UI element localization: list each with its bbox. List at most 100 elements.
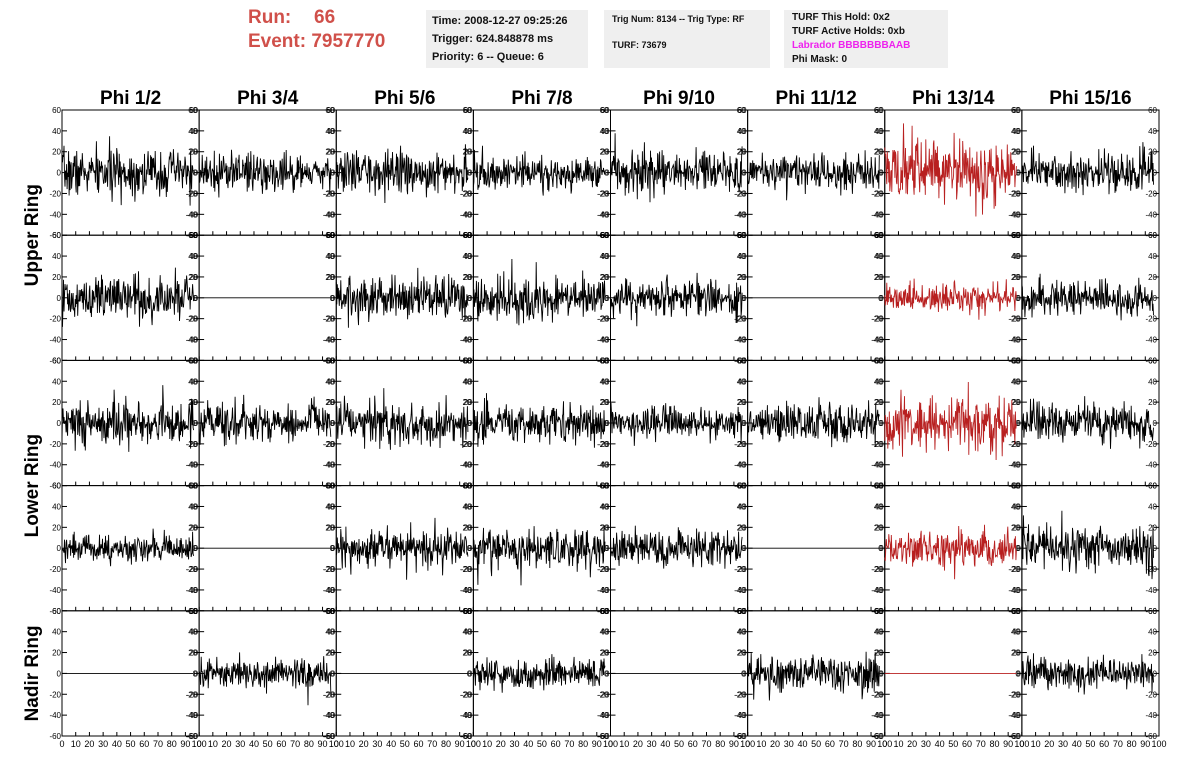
- x-tick-label: 30: [510, 739, 520, 749]
- y-tick-label: -60: [49, 482, 61, 491]
- y-tick-label: 0: [1016, 169, 1021, 178]
- y-tick-label: -60: [49, 607, 61, 616]
- y-tick-label: -20: [1008, 690, 1020, 699]
- x-tick-label: 10: [208, 739, 218, 749]
- waveform-trace: [610, 402, 743, 446]
- x-tick-label: 100: [603, 739, 618, 749]
- y-tick-label: 40: [462, 377, 471, 386]
- y-tick-label: -40: [187, 210, 199, 219]
- y-tick-label: 40: [875, 502, 884, 511]
- x-tick-label: 80: [989, 739, 999, 749]
- y-tick-label: 0: [1153, 294, 1158, 303]
- y-tick-label: 20: [601, 398, 610, 407]
- column-title: Phi 13/14: [912, 88, 995, 109]
- y-tick-label: -20: [324, 565, 336, 574]
- y-tick-label: 20: [462, 523, 471, 532]
- y-tick-label: 0: [605, 294, 610, 303]
- y-tick-label: -40: [735, 586, 747, 595]
- y-tick-label: -20: [461, 690, 473, 699]
- y-tick-label: 40: [738, 377, 747, 386]
- y-tick-label: -40: [324, 586, 336, 595]
- y-tick-label: 0: [878, 419, 883, 428]
- y-tick-label: -20: [1008, 189, 1020, 198]
- y-tick-label: 20: [874, 649, 883, 658]
- y-tick-label: -20: [460, 315, 472, 324]
- y-tick-label: 0: [741, 419, 746, 428]
- y-tick-label: 20: [600, 398, 609, 407]
- y-tick-label: -40: [187, 336, 199, 345]
- y-tick-label: -40: [1145, 336, 1157, 345]
- y-tick-label: 40: [875, 127, 884, 136]
- time-text: Time: 2008-12-27 09:25:26: [432, 15, 568, 27]
- y-tick-label: 20: [189, 649, 198, 658]
- x-tick-label: 90: [866, 739, 876, 749]
- y-tick-label: -60: [186, 231, 198, 240]
- y-tick-label: -60: [872, 607, 884, 616]
- x-tick-label: 60: [825, 739, 835, 749]
- y-tick-label: 40: [601, 628, 610, 637]
- y-tick-label: 0: [604, 419, 609, 428]
- y-tick-label: -40: [323, 210, 335, 219]
- x-tick-label: 0: [59, 739, 64, 749]
- y-tick-label: 0: [467, 544, 472, 553]
- y-tick-label: 60: [189, 607, 198, 616]
- x-tick-label: 10: [893, 739, 903, 749]
- y-tick-label: 0: [330, 669, 335, 678]
- y-tick-label: 20: [600, 273, 609, 282]
- waveform-trace: [747, 651, 880, 701]
- y-tick-label: -20: [323, 440, 335, 449]
- y-tick-label: -40: [1145, 586, 1157, 595]
- x-tick-label: 10: [1031, 739, 1041, 749]
- y-tick-label: -60: [324, 231, 336, 240]
- y-tick-label: -40: [598, 336, 610, 345]
- y-tick-label: -60: [186, 732, 198, 741]
- y-tick-label: 0: [1153, 419, 1158, 428]
- x-tick-label: 80: [715, 739, 725, 749]
- y-tick-label: 60: [738, 607, 747, 616]
- y-tick-label: 60: [188, 106, 197, 115]
- y-tick-label: 60: [326, 607, 335, 616]
- y-tick-label: -20: [597, 565, 609, 574]
- y-tick-label: 20: [737, 398, 746, 407]
- y-tick-label: 40: [52, 377, 61, 386]
- y-tick-label: -40: [1008, 711, 1020, 720]
- y-tick-label: 60: [325, 482, 334, 491]
- y-tick-label: 40: [52, 628, 61, 637]
- y-tick-label: 20: [1148, 649, 1157, 658]
- y-tick-label: 20: [52, 273, 61, 282]
- y-tick-label: -40: [186, 336, 198, 345]
- y-tick-label: 40: [874, 127, 883, 136]
- y-tick-label: -20: [735, 189, 747, 198]
- y-tick-label: 40: [601, 377, 610, 386]
- y-tick-label: -60: [598, 732, 610, 741]
- y-tick-label: -40: [49, 586, 61, 595]
- y-tick-label: -20: [323, 189, 335, 198]
- y-tick-label: -40: [872, 210, 884, 219]
- y-tick-label: 20: [326, 398, 335, 407]
- y-tick-label: -20: [187, 315, 199, 324]
- y-tick-label: 0: [468, 669, 473, 678]
- y-tick-label: 40: [875, 628, 884, 637]
- y-tick-label: -60: [323, 732, 335, 741]
- y-tick-label: -40: [1145, 461, 1157, 470]
- y-tick-label: -40: [735, 711, 747, 720]
- column-title: Phi 3/4: [237, 88, 299, 109]
- column-title: Phi 5/6: [374, 88, 435, 109]
- y-tick-label: -20: [871, 315, 883, 324]
- y-tick-label: 60: [463, 106, 472, 115]
- x-tick-label: 90: [592, 739, 602, 749]
- y-tick-label: -20: [461, 189, 473, 198]
- y-tick-label: 40: [463, 502, 472, 511]
- y-tick-label: 40: [738, 127, 747, 136]
- y-tick-label: 60: [601, 607, 610, 616]
- y-tick-label: 60: [601, 231, 610, 240]
- y-tick-label: -60: [872, 732, 884, 741]
- y-tick-label: -40: [597, 586, 609, 595]
- x-tick-label: 40: [797, 739, 807, 749]
- y-tick-label: -60: [734, 231, 746, 240]
- x-tick-label: 0: [745, 739, 750, 749]
- y-tick-label: -40: [872, 461, 884, 470]
- y-tick-label: 40: [463, 252, 472, 261]
- y-tick-label: -40: [598, 586, 610, 595]
- y-tick-label: -20: [1145, 690, 1157, 699]
